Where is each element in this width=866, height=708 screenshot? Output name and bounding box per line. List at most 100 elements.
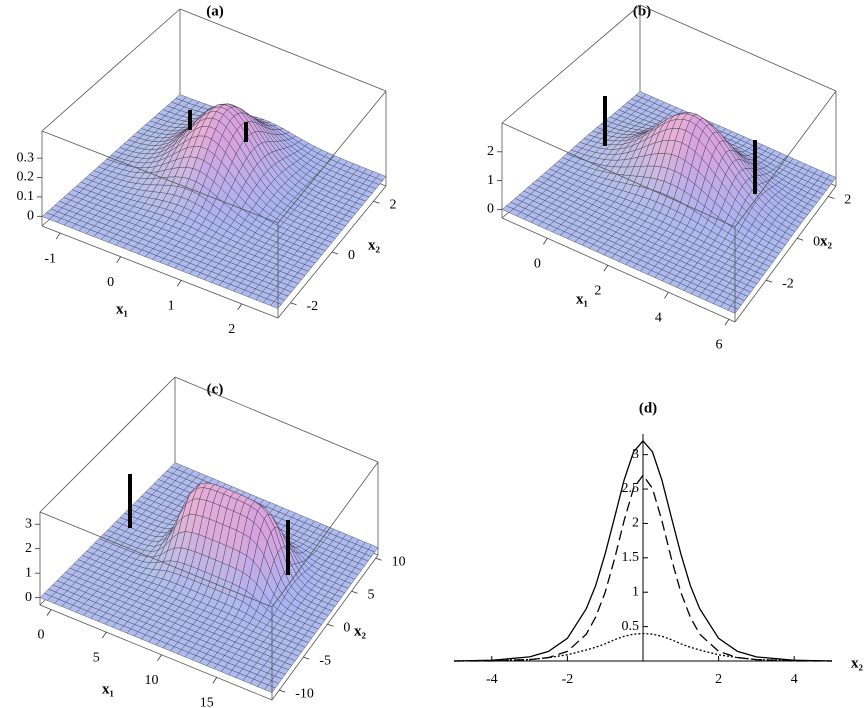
x2-tick-label: 2 xyxy=(844,193,851,208)
box-edge xyxy=(41,225,279,319)
x2-tick xyxy=(327,623,334,627)
x-tick-label: 2 xyxy=(715,672,722,687)
y-tick-label: 2 xyxy=(632,516,639,531)
x1-tick xyxy=(237,303,243,311)
box-edge xyxy=(39,511,273,608)
z-tick-label: 0.1 xyxy=(17,189,35,204)
x2-tick-label: 5 xyxy=(368,587,375,602)
x1-tick-label: 2 xyxy=(228,322,235,337)
surface-patch xyxy=(727,305,739,314)
x-axis-label: x₂ xyxy=(851,655,864,671)
x1-tick-label: 4 xyxy=(655,311,662,326)
x1-axis-label: x₁ xyxy=(102,681,114,697)
x1-tick xyxy=(603,265,609,272)
x2-tick xyxy=(303,656,310,660)
x1-tick xyxy=(157,654,162,661)
x1-tick-label: -1 xyxy=(44,251,56,266)
x2-tick-label: -5 xyxy=(319,653,331,668)
z-tick-label: 0 xyxy=(27,209,34,224)
arrows xyxy=(128,96,757,575)
box-edge xyxy=(271,461,379,608)
series-line xyxy=(453,632,833,662)
z-tick-label: 0.3 xyxy=(17,150,35,165)
box-edge xyxy=(734,90,837,228)
z-tick-label: 1 xyxy=(25,565,32,580)
x2-tick xyxy=(797,237,804,241)
x-tick-label: -4 xyxy=(486,672,498,687)
box-edge xyxy=(39,376,176,513)
x2-tick xyxy=(375,557,382,561)
x1-tick xyxy=(116,256,121,263)
y-tick-label: 3 xyxy=(632,447,639,462)
panel-title: (d) xyxy=(639,400,657,416)
x2-tick-label: -10 xyxy=(295,686,314,701)
surface-patch xyxy=(264,684,276,693)
box-edge xyxy=(39,604,273,701)
x2-tick xyxy=(290,302,297,306)
x1-tick xyxy=(101,631,107,639)
x2-tick xyxy=(765,279,773,283)
z-tick-label: 1 xyxy=(487,173,494,188)
z-tick-label: 0 xyxy=(25,590,32,605)
z-tick-label: 0.2 xyxy=(17,170,35,185)
x2-tick-label: 10 xyxy=(392,555,406,570)
x2-tick-label: -2 xyxy=(306,299,318,314)
x1-tick xyxy=(46,609,52,616)
x1-tick-label: 0 xyxy=(107,275,114,290)
series-line xyxy=(453,439,833,662)
surface-patch xyxy=(270,301,282,309)
x2-tick-label: 0 xyxy=(348,248,355,263)
x1-tick xyxy=(664,292,669,299)
box-edge xyxy=(501,4,641,124)
panel-a: (a) -1 0 1 2 -2 0 2 0 0.1 0.2 0.3 x₁ x₂ xyxy=(17,3,397,337)
panel-title: (c) xyxy=(207,381,224,397)
x1-tick-label: 6 xyxy=(715,338,722,353)
x2-tick xyxy=(331,251,339,255)
x1-tick xyxy=(543,238,548,245)
x-tick-label: -2 xyxy=(562,672,574,687)
x2-axis-label: x₂ xyxy=(354,623,367,639)
panel-c: (c) 0 5 10 15 -10 -5 0 5 10 0 1 2 3 x₁ x₂ xyxy=(25,376,406,708)
x1-tick-label: 2 xyxy=(594,283,601,298)
y-tick-label: 1.5 xyxy=(622,550,640,565)
z-tick-label: 2 xyxy=(487,144,494,159)
x1-tick-label: 5 xyxy=(93,650,100,665)
x2-tick xyxy=(828,196,835,199)
box-edge xyxy=(174,376,379,463)
x1-tick-label: 0 xyxy=(38,628,45,643)
box-edge xyxy=(734,185,837,323)
x1-axis-label: x₁ xyxy=(576,291,588,307)
x1-axis-label: x₁ xyxy=(116,301,128,317)
y-tick-label: 2.5 xyxy=(622,481,640,496)
panel-d: (d) x₂ -4 -2 2 4 0.5 1 1.5 2 2.5 3 xyxy=(453,400,864,687)
box-edge xyxy=(639,4,837,92)
box-edge xyxy=(277,90,387,224)
x2-tick xyxy=(373,200,380,204)
x2-tick-label: -2 xyxy=(782,276,794,291)
box-edge xyxy=(41,130,279,224)
x-tick-label: 4 xyxy=(791,672,798,687)
box-edge xyxy=(41,8,181,132)
panel-title: (a) xyxy=(206,3,224,19)
z-tick-label: 0 xyxy=(487,202,494,217)
x2-axis-label: x₂ xyxy=(820,233,833,249)
x2-axis-label: x₂ xyxy=(368,237,381,253)
box-edge xyxy=(501,217,736,323)
x2-tick-label: 2 xyxy=(390,197,397,212)
x1-tick xyxy=(724,319,730,326)
x1-tick-label: 0 xyxy=(534,256,541,271)
y-tick-label: 0.5 xyxy=(622,619,640,634)
box-edge xyxy=(179,8,387,92)
box-edge xyxy=(271,554,379,701)
x1-tick-label: 1 xyxy=(168,298,175,313)
z-tick-label: 3 xyxy=(25,516,32,531)
x1-tick-label: 10 xyxy=(145,673,159,688)
x1-tick-label: 15 xyxy=(200,696,214,708)
x1-tick xyxy=(212,677,218,684)
x2-tick-label: 0 xyxy=(343,620,350,635)
x2-tick-label: 0 xyxy=(813,235,820,250)
box-edge xyxy=(501,122,736,228)
